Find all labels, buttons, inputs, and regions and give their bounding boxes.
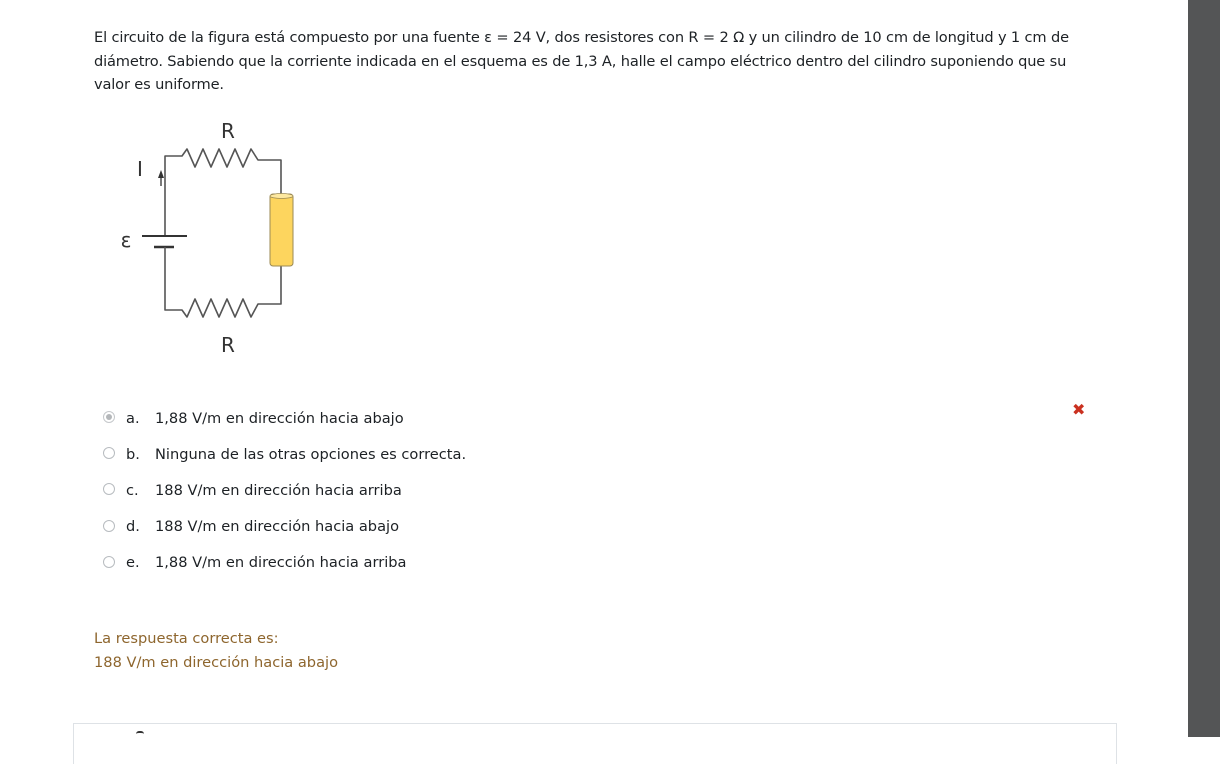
radio-option-b[interactable] bbox=[103, 447, 115, 460]
circuit-diagram: R I ε R bbox=[108, 116, 308, 366]
option-letter: b. bbox=[126, 445, 140, 463]
radio-option-e[interactable] bbox=[103, 555, 115, 568]
partial-glyph bbox=[136, 731, 144, 737]
cross-icon: ✖ bbox=[1072, 400, 1086, 419]
option-text: 188 V/m en dirección hacia abajo bbox=[155, 518, 399, 536]
option-letter: e. bbox=[126, 554, 140, 572]
cylinder bbox=[269, 193, 294, 267]
feedback-label: La respuesta correcta es: bbox=[94, 630, 279, 647]
option-a[interactable]: a. 1,88 V/m en dirección hacia abajo ✖ bbox=[103, 400, 1103, 436]
option-c[interactable]: c. 188 V/m en dirección hacia arriba bbox=[103, 472, 1103, 508]
radio-option-c[interactable] bbox=[103, 483, 115, 496]
current-arrow bbox=[158, 170, 164, 178]
option-b[interactable]: b. Ninguna de las otras opciones es corr… bbox=[103, 436, 1103, 472]
radio-option-d[interactable] bbox=[103, 519, 115, 532]
option-text: 1,88 V/m en dirección hacia abajo bbox=[155, 409, 404, 427]
bottom-resistor bbox=[164, 247, 282, 318]
option-letter: c. bbox=[126, 481, 139, 499]
correct-answer: 188 V/m en dirección hacia abajo bbox=[94, 654, 338, 671]
next-question-container bbox=[73, 723, 1117, 764]
current-label: I bbox=[137, 157, 143, 181]
top-resistor-label: R bbox=[221, 119, 235, 143]
question-text: El circuito de la figura está compuesto … bbox=[94, 29, 1069, 93]
emf-label: ε bbox=[121, 228, 132, 252]
option-d[interactable]: d. 188 V/m en dirección hacia abajo bbox=[103, 509, 1103, 545]
top-resistor bbox=[164, 148, 282, 236]
radio-option-a[interactable] bbox=[103, 411, 115, 424]
option-letter: d. bbox=[126, 518, 140, 536]
option-text: 188 V/m en dirección hacia arriba bbox=[155, 481, 402, 499]
option-text: Ninguna de las otras opciones es correct… bbox=[155, 445, 467, 463]
option-text: 1,88 V/m en dirección hacia arriba bbox=[155, 554, 407, 572]
circuit-svg: R I ε R bbox=[121, 119, 294, 357]
option-letter: a. bbox=[126, 409, 140, 427]
option-e[interactable]: e. 1,88 V/m en dirección hacia arriba bbox=[103, 545, 1103, 581]
answer-options: a. 1,88 V/m en dirección hacia abajo ✖ b… bbox=[103, 400, 1103, 581]
feedback: La respuesta correcta es: 188 V/m en dir… bbox=[94, 627, 338, 675]
scrollbar[interactable] bbox=[1188, 0, 1220, 737]
bottom-resistor-label: R bbox=[221, 333, 235, 357]
